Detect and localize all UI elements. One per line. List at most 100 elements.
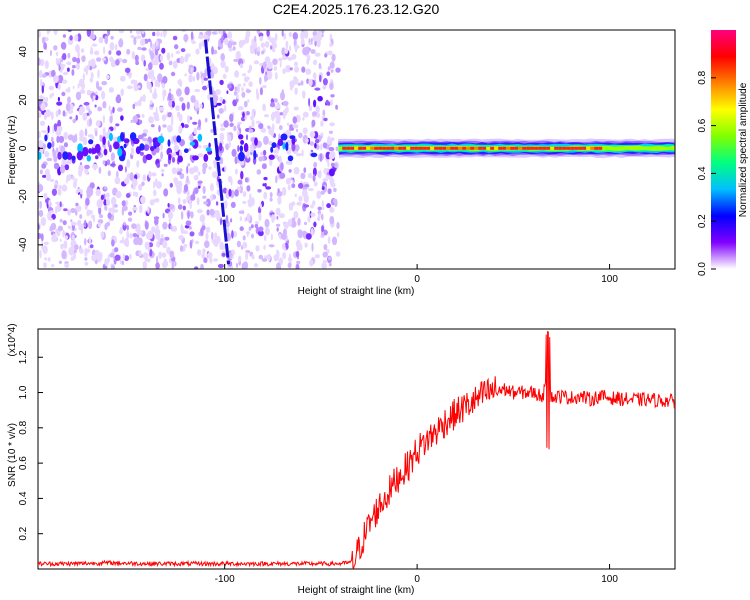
noise-speckle (171, 53, 174, 58)
noise-speckle (187, 163, 191, 167)
signal-core-cell (378, 146, 383, 150)
noise-speckle (110, 152, 115, 161)
bottom-y-tick-label: 0.2 (18, 526, 29, 540)
noise-speckle (70, 221, 77, 226)
noise-speckle (152, 198, 159, 203)
noise-speckle (313, 161, 318, 168)
noise-blob (86, 155, 92, 162)
noise-speckle (199, 103, 203, 109)
noise-speckle (62, 43, 66, 50)
top-y-tick-label: 20 (18, 94, 29, 106)
noise-speckle (186, 189, 190, 197)
signal-core-cell (426, 146, 431, 150)
noise-speckle (321, 200, 324, 207)
noise-blob (77, 143, 83, 154)
noise-speckle (220, 123, 224, 128)
noise-speckle (268, 244, 275, 248)
noise-speckle (322, 178, 329, 182)
noise-speckle (201, 76, 204, 85)
noise-speckle (90, 72, 94, 79)
noise-speckle (256, 169, 262, 175)
noise-speckle (178, 235, 184, 240)
noise-speckle (296, 128, 299, 133)
noise-speckle (197, 249, 202, 256)
noise-speckle (263, 176, 268, 181)
noise-blob (150, 146, 155, 152)
noise-speckle (231, 230, 234, 239)
noise-speckle (107, 212, 112, 219)
noise-speckle (134, 80, 138, 86)
noise-speckle (296, 260, 301, 265)
noise-speckle (88, 220, 93, 230)
signal-core-cell (526, 146, 531, 150)
noise-speckle (108, 87, 114, 93)
noise-speckle (197, 185, 201, 189)
noise-speckle (242, 241, 248, 249)
noise-speckle (251, 233, 254, 239)
noise-speckle (200, 263, 204, 269)
noise-speckle (168, 203, 175, 210)
noise-speckle (56, 101, 63, 106)
noise-speckle (104, 35, 109, 45)
noise-speckle (250, 197, 255, 206)
noise-speckle (246, 231, 249, 238)
noise-speckle (244, 35, 250, 44)
noise-speckle (39, 120, 46, 126)
signal-core-cell (478, 146, 483, 150)
noise-speckle (184, 73, 187, 77)
noise-speckle (63, 240, 68, 247)
noise-speckle (275, 223, 281, 227)
noise-speckle (273, 98, 278, 103)
noise-speckle (289, 127, 295, 131)
noise-speckle (130, 34, 135, 39)
noise-speckle (294, 144, 300, 152)
noise-speckle (219, 79, 224, 86)
noise-speckle (190, 211, 194, 219)
noise-speckle (67, 225, 72, 230)
noise-speckle (308, 105, 313, 112)
noise-blob (271, 142, 277, 149)
noise-speckle (327, 188, 332, 195)
noise-speckle (38, 130, 41, 139)
signal-core-cell (346, 146, 351, 150)
noise-speckle (310, 37, 313, 44)
noise-speckle (156, 31, 160, 37)
noise-speckle (284, 48, 289, 54)
noise-speckle (40, 102, 46, 112)
noise-speckle (301, 149, 304, 157)
noise-speckle (252, 111, 255, 120)
noise-blob (238, 151, 245, 162)
noise-speckle (315, 105, 320, 114)
noise-speckle (159, 106, 164, 111)
noise-speckle (159, 62, 164, 70)
signal-core-cell (530, 146, 535, 150)
noise-speckle (161, 252, 167, 258)
colorbar-label: Normalized spectral amplitude (738, 82, 749, 217)
noise-speckle (274, 154, 279, 159)
noise-speckle (203, 201, 209, 205)
noise-speckle (218, 39, 221, 48)
noise-speckle (114, 254, 121, 261)
noise-blob (282, 142, 286, 150)
noise-speckle (335, 251, 341, 257)
noise-speckle (319, 153, 322, 163)
noise-speckle (239, 226, 244, 232)
noise-speckle (156, 163, 161, 169)
noise-speckle (109, 115, 113, 124)
signal-core-cell (382, 146, 387, 150)
noise-speckle (149, 88, 153, 94)
noise-speckle (236, 129, 240, 136)
signal-core-cell (562, 146, 567, 150)
noise-speckle (321, 186, 325, 191)
noise-speckle (51, 264, 55, 268)
noise-speckle (194, 266, 199, 269)
noise-speckle (211, 239, 217, 244)
noise-speckle (171, 135, 174, 145)
signal-core-cell (558, 146, 563, 150)
noise-speckle (80, 226, 84, 235)
noise-speckle (285, 177, 291, 185)
signal-core-cell (466, 146, 471, 150)
noise-speckle (143, 73, 148, 82)
noise-speckle (194, 99, 199, 109)
noise-speckle (130, 146, 135, 156)
